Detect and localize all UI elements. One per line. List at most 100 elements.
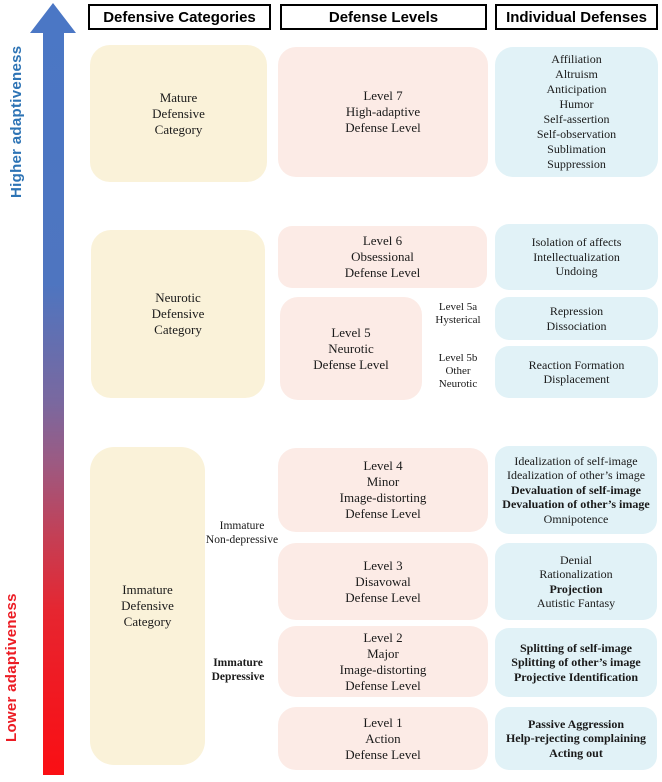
category-mature-box: Mature Defensive Category [90,45,267,182]
level-line: Action [365,730,401,746]
defense-item: Rationalization [539,567,613,581]
level-3-box: Level 3 Disavowal Defense Level [278,543,488,620]
level-5-box: Level 5 Neurotic Defense Level [280,297,422,400]
level-line: Minor [366,474,400,489]
subcategory-line: Immature [219,520,265,532]
defense-item: Intellectualization [533,249,620,264]
header-defensive-categories: Defensive Categories [88,4,271,30]
level-line: Defense Level [344,265,421,280]
defense-item: Altruism [555,67,598,81]
level-6-box: Level 6 Obsessional Defense Level [278,226,487,288]
defense-item: Passive Aggression [527,716,625,731]
category-line: Neurotic [155,290,201,305]
defense-item: Devaluation of other’s image [502,497,650,512]
defenses-level1-box: Passive Aggression Help-rejecting compla… [495,707,657,770]
defense-item: Sublimation [547,142,606,156]
level-line: Defense Level [345,746,421,762]
level-line: High-adaptive [345,104,421,119]
defense-item: Autistic Fantasy [536,596,616,610]
header-defense-levels: Defense Levels [280,4,487,30]
defense-item: Anticipation [546,82,607,96]
defense-item: Humor [559,97,594,111]
sublevel-line: Neurotic [438,378,478,390]
category-line: Category [154,322,202,337]
defense-item: Projection [549,581,603,596]
level-line: Image-distorting [339,490,427,505]
sublevel-5a-label: Level 5a Hysterical [425,301,491,327]
defenses-level7-box: Affiliation Altruism Anticipation Humor … [495,47,658,177]
subcategory-immature-depressive: Immature Depressive [205,656,271,684]
adaptiveness-arrow-shaft [43,31,64,775]
level-line: Defense Level [345,677,421,693]
level-line: Level 7 [363,88,403,103]
defenses-level4-box: Idealization of self-image Idealization … [495,446,657,534]
category-line: Category [154,121,203,137]
subcategory-immature-non-depressive: Immature Non-depressive [203,519,281,547]
defenses-level2-box: Splitting of self-image Splitting of oth… [495,628,657,697]
category-line: Mature [159,89,198,105]
defense-item: Dissociation [546,318,607,333]
defense-item: Displacement [543,372,610,386]
lower-adaptiveness-label: Lower adaptiveness [3,593,20,743]
category-line: Defensive [151,306,205,321]
subcategory-line: Depressive [211,671,265,683]
level-line: Neurotic [328,340,374,356]
level-line: Defense Level [345,589,421,605]
category-immature-box: Immature Defensive Category [90,447,205,765]
level-2-box: Level 2 Major Image-distorting Defense L… [278,626,488,697]
sublevel-line: Hysterical [435,314,481,326]
subcategory-line: Immature [213,657,263,669]
defense-item: Isolation of affects [531,235,622,250]
defenses-level5b-box: Reaction Formation Displacement [495,346,658,398]
defense-item: Repression [549,304,604,318]
level-line: Defense Level [345,120,421,135]
defense-item: Help-rejecting complaining [505,731,647,746]
defense-item: Omnipotence [543,511,609,526]
level-line: Defense Level [313,356,389,372]
subcategory-line: Non-depressive [205,534,279,546]
level-line: Level 1 [363,714,403,730]
defense-item: Reaction Formation [528,357,625,372]
category-neurotic-box: Neurotic Defensive Category [91,230,265,398]
defenses-level3-box: Denial Rationalization Projection Autist… [495,543,657,620]
defense-item: Self-observation [536,127,617,141]
defense-item: Projective Identification [513,669,639,684]
category-line: Defensive [152,105,205,121]
header-individual-defenses: Individual Defenses [495,4,658,30]
level-line: Level 2 [363,629,403,645]
defense-item: Denial [560,552,592,567]
defense-item: Acting out [549,745,603,760]
level-line: Major [367,645,399,661]
defense-item: Idealization of self-image [514,453,638,468]
defense-item: Self-assertion [543,112,610,126]
level-line: Obsessional [351,249,414,264]
defense-item: Splitting of other’s image [511,655,641,670]
level-line: Level 6 [362,233,403,248]
level-line: Level 3 [363,557,403,573]
adaptiveness-arrow-head-icon [30,3,76,33]
level-line: Image-distorting [339,661,427,677]
level-7-box: Level 7 High-adaptive Defense Level [278,47,488,177]
defense-item: Suppression [547,157,606,171]
category-line: Category [123,614,172,629]
defense-item: Affiliation [551,52,602,66]
level-4-box: Level 4 Minor Image-distorting Defense L… [278,448,488,532]
category-line: Defensive [121,598,174,613]
defense-item: Splitting of self-image [520,640,632,655]
sublevel-line: Level 5b [438,352,478,364]
level-line: Level 4 [363,458,403,473]
defense-item: Undoing [555,264,598,279]
level-1-box: Level 1 Action Defense Level [278,707,488,770]
defenses-level5a-box: Repression Dissociation [495,297,658,340]
defense-item: Devaluation of self-image [511,482,641,497]
category-line: Immature [122,582,173,597]
sublevel-5b-label: Level 5b Other Neurotic [425,352,491,391]
level-line: Disavowal [355,573,411,589]
defenses-level6-box: Isolation of affects Intellectualization… [495,224,658,290]
defense-item: Idealization of other’s image [506,468,646,483]
sublevel-line: Other [445,365,471,377]
level-line: Defense Level [345,506,421,521]
sublevel-line: Level 5a [438,301,478,313]
higher-adaptiveness-label: Higher adaptiveness [8,45,25,198]
